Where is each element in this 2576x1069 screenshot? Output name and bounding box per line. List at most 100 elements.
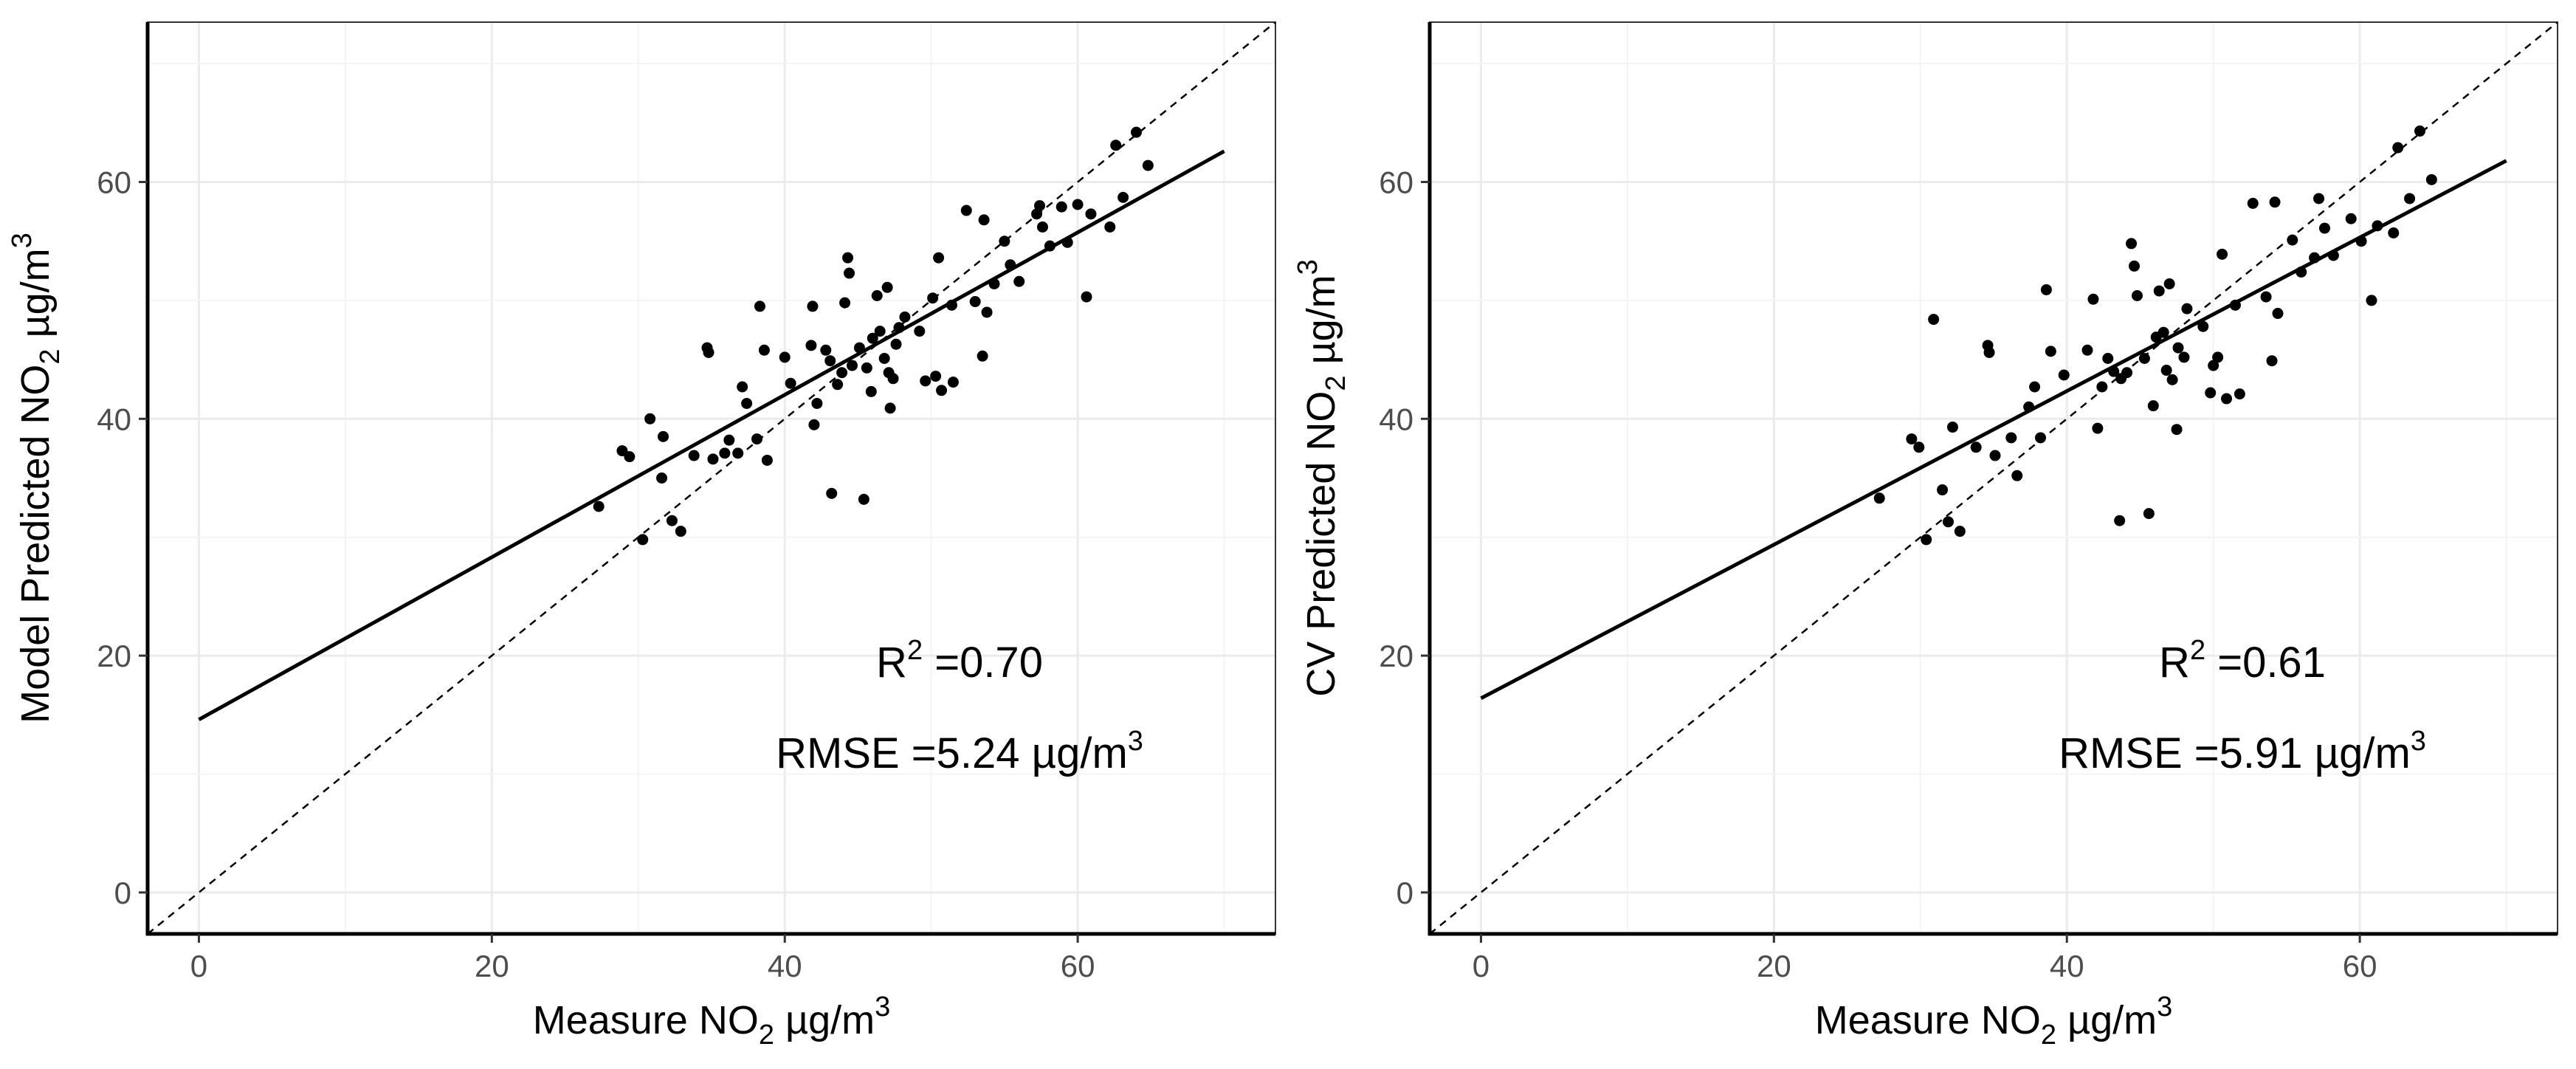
scatter-point	[878, 353, 890, 365]
x-axis-title: Measure NO2 µg/m3	[533, 991, 891, 1051]
scatter-point	[637, 534, 649, 546]
scatter-point	[836, 367, 848, 379]
y-axis-title: CV Predicted NO2 µg/m3	[1292, 259, 1351, 697]
scatter-point	[2126, 238, 2138, 250]
r-squared-annotation: R2 =0.61	[2159, 635, 2326, 687]
scatter-point	[2138, 353, 2150, 365]
y-tick-label: 0	[1397, 876, 1413, 910]
scatter-point	[2197, 320, 2209, 332]
scatter-point	[1081, 291, 1092, 303]
scatter-point	[2404, 193, 2416, 204]
scatter-point	[1989, 450, 2001, 461]
scatter-point	[808, 419, 820, 430]
scatter-point	[867, 332, 878, 344]
scatter-point	[2287, 234, 2298, 246]
right-panel: 0 20 40 60 0 20 40 60 R2 =0.61 RMSE =5.91 µg/m3 Me…	[1292, 21, 2558, 1051]
x-tick-label: 20	[475, 949, 509, 983]
left-panel: 0 20 40 60 0 20 40 60 R2 =0.70 RMSE =5.24 µg/m3 Me…	[7, 21, 1276, 1051]
scatter-point	[2160, 365, 2172, 377]
scatter-point	[2129, 260, 2141, 272]
y-tick-label: 60	[97, 165, 131, 200]
rmse-annotation: RMSE =5.24 µg/m3	[776, 726, 1143, 777]
scatter-point	[2092, 422, 2104, 434]
scatter-point	[960, 204, 972, 216]
scatter-point	[2217, 248, 2228, 260]
scatter-point	[2205, 387, 2217, 399]
scatter-point	[1983, 346, 1995, 358]
scatter-point	[2143, 508, 2155, 520]
scatter-point	[2011, 470, 2023, 481]
scatter-point	[874, 326, 886, 337]
scatter-point	[2414, 126, 2425, 137]
scatter-point	[2212, 351, 2224, 363]
scatter-point	[2366, 295, 2377, 306]
scatter-point	[2087, 293, 2099, 305]
scatter-point	[624, 451, 636, 463]
scatter-point	[723, 434, 735, 446]
scatter-point	[927, 292, 939, 304]
scatter-point	[2166, 374, 2178, 385]
scatter-point	[820, 344, 832, 356]
scatter-point	[732, 447, 744, 459]
scatter-point	[914, 326, 926, 337]
scatter-point	[947, 377, 959, 388]
scatter-point	[658, 430, 669, 442]
scatter-point	[2045, 346, 2056, 357]
scatter-point	[703, 346, 714, 358]
scatter-point	[761, 454, 773, 466]
x-tick-label: 60	[1061, 949, 1095, 983]
scatter-point	[2114, 515, 2126, 526]
y-axis-title: Model Predicted NO2 µg/m3	[7, 233, 66, 723]
scatter-point	[2157, 326, 2169, 338]
scatter-point	[593, 501, 605, 512]
scatter-point	[1072, 199, 1084, 210]
scatter-point	[2096, 381, 2108, 393]
scatter-point	[899, 311, 911, 323]
scatter-point	[2029, 381, 2041, 393]
scatter-point	[1110, 140, 1122, 151]
scatter-point	[1937, 484, 1949, 496]
scatter-point	[785, 377, 796, 389]
scatter-point	[656, 472, 668, 484]
scatter-point	[2345, 213, 2357, 224]
scatter-point	[1104, 221, 1116, 233]
scatter-point	[977, 350, 988, 362]
y-tick-label: 0	[114, 876, 131, 910]
scatter-point	[2392, 142, 2404, 154]
y-tick-label: 60	[1379, 165, 1413, 200]
scatter-point	[707, 453, 719, 465]
scatter-point	[688, 450, 700, 461]
scatter-point	[741, 397, 753, 409]
scatter-point	[1970, 441, 1982, 453]
x-axis-title: Measure NO2 µg/m3	[1815, 991, 2173, 1051]
scatter-point	[1873, 492, 1885, 504]
scatter-point	[2040, 283, 2052, 295]
scatter-point	[779, 351, 791, 363]
scatter-point	[1954, 526, 1966, 537]
x-tick-label: 40	[768, 949, 802, 983]
r-squared-annotation: R2 =0.70	[876, 635, 1043, 687]
scatter-point	[930, 371, 942, 382]
rmse-annotation: RMSE =5.91 µg/m3	[2059, 726, 2426, 777]
scatter-point	[887, 373, 899, 385]
grid	[1430, 22, 2558, 934]
scatter-point	[844, 267, 855, 279]
scatter-point	[666, 515, 678, 526]
scatter-point	[719, 447, 731, 459]
scatter-point	[751, 433, 763, 445]
scatter-point	[858, 493, 869, 505]
scatter-point	[1913, 441, 1925, 453]
scatter-point	[871, 290, 883, 301]
scatter-point	[2005, 432, 2017, 444]
scatter-point	[2171, 424, 2183, 436]
scatter-point	[2260, 291, 2272, 303]
scatter-point	[1034, 200, 1046, 212]
scatter-point	[920, 375, 931, 387]
identity-line	[1430, 22, 2558, 934]
scatter-point	[969, 296, 981, 308]
scatter-point	[1942, 516, 1954, 528]
scatter-point	[2121, 367, 2133, 379]
scatter-point	[1085, 208, 1097, 220]
scatter-point	[1906, 433, 1918, 445]
scatter-point	[616, 445, 628, 457]
